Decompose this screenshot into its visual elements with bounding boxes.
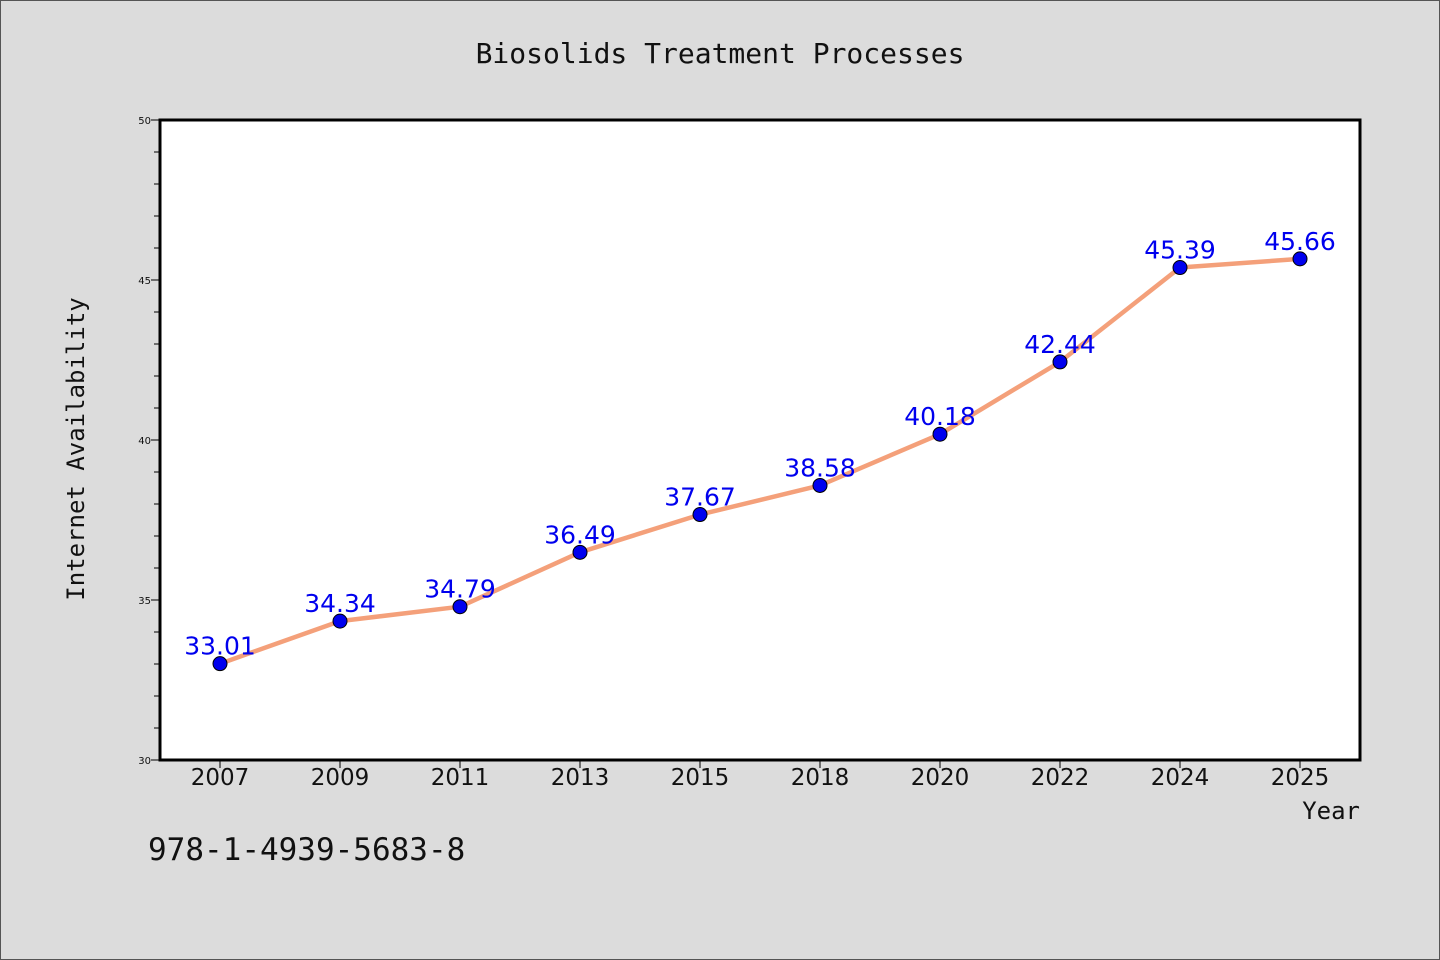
data-point [1052, 354, 1068, 370]
data-point [572, 544, 588, 560]
x-tick-label: 2024 [1151, 765, 1210, 791]
x-tick-label: 2009 [311, 765, 370, 791]
data-label: 33.01 [184, 632, 256, 661]
y-tick-label: 35 [138, 596, 151, 607]
y-tick-label: 40 [138, 436, 151, 447]
data-point [332, 613, 348, 629]
markers [212, 251, 1308, 672]
x-axis-label: Year [1302, 797, 1360, 825]
y-tick-label: 30 [138, 756, 151, 767]
data-label: 45.66 [1264, 227, 1336, 256]
data-point [212, 656, 228, 672]
x-tick-label: 2011 [431, 765, 490, 791]
data-label: 34.79 [424, 575, 496, 604]
isbn-code: 978-1-4939-5683-8 [148, 832, 466, 868]
data-point [812, 477, 828, 493]
data-label: 42.44 [1024, 330, 1096, 359]
x-tick-label: 2025 [1271, 765, 1330, 791]
data-label: 45.39 [1144, 236, 1216, 265]
data-point [1172, 260, 1188, 276]
plot-area [158, 118, 1362, 762]
data-label: 40.18 [904, 402, 976, 431]
y-tick-label: 45 [138, 276, 151, 287]
x-tick-label: 2022 [1031, 765, 1090, 791]
x-tick-label: 2018 [791, 765, 850, 791]
data-label: 38.58 [784, 453, 856, 482]
x-tick-label: 2007 [191, 765, 250, 791]
data-label: 37.67 [664, 483, 736, 512]
data-point [932, 426, 948, 442]
data-point [692, 507, 708, 523]
x-tick-label: 2020 [911, 765, 970, 791]
x-tick-label: 2013 [551, 765, 610, 791]
x-tick-label: 2015 [671, 765, 730, 791]
data-label: 36.49 [544, 520, 616, 549]
series-line [217, 256, 1303, 666]
data-point [1292, 251, 1308, 267]
y-axis: 30 35 40 45 50 [138, 116, 160, 767]
y-tick-label: 50 [138, 116, 151, 127]
data-label: 34.34 [304, 589, 376, 618]
data-point [452, 599, 468, 615]
data-labels: 33.01 34.34 34.79 36.49 37.67 38.58 40.18 42.44… [184, 227, 1336, 661]
chart-title: Biosolids Treatment Processes [476, 37, 965, 70]
x-axis: 2007 2009 2011 2013 2015 2018 2020 2022 2024 2025 [191, 760, 1330, 791]
y-axis-label: Internet Availability [62, 297, 90, 600]
